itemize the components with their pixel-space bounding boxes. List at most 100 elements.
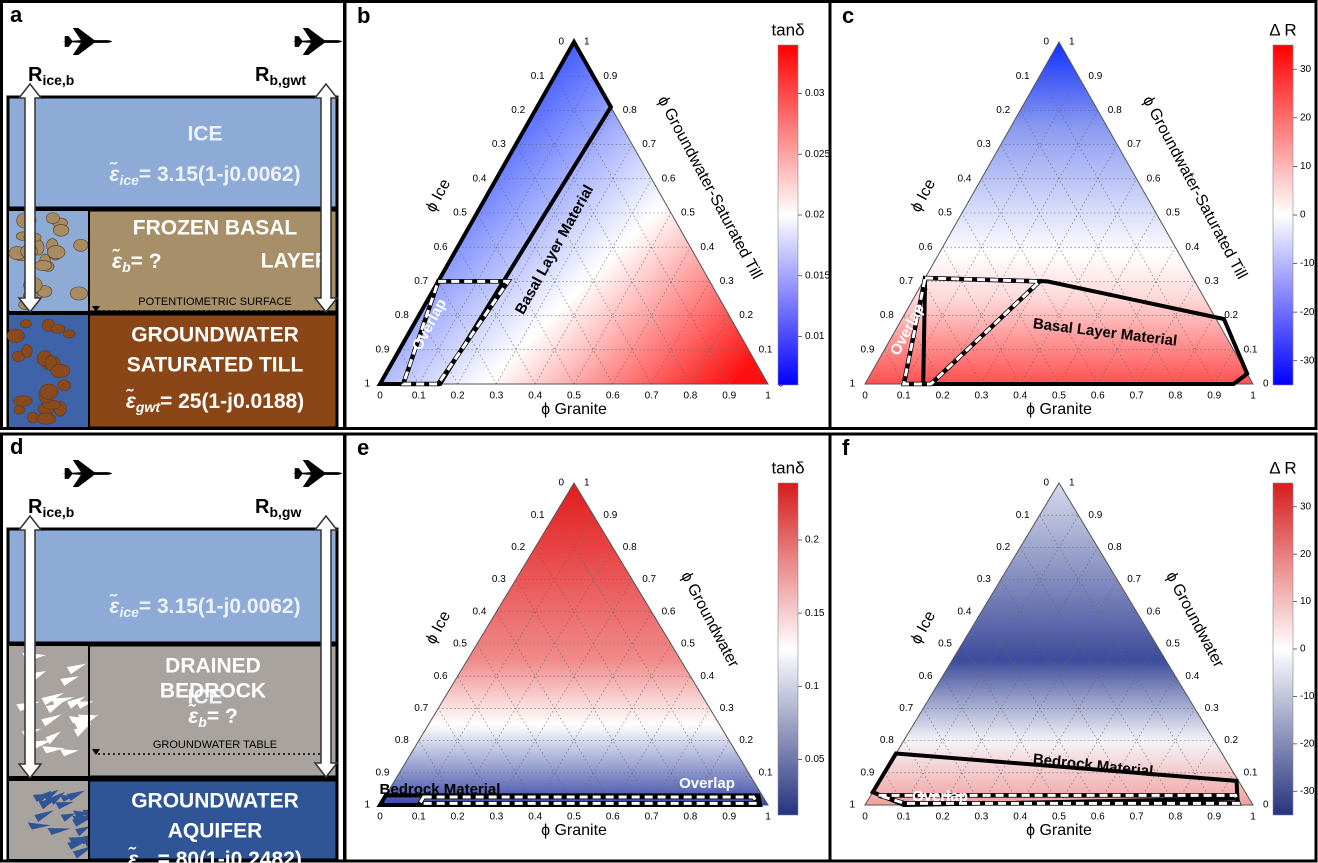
grid-line [651, 708, 711, 806]
ternary-panel: b0000.10.10.10.20.20.20.30.30.30.40.40.4… [357, 3, 830, 418]
water-marker [92, 306, 100, 312]
left-tick-label: 0.5 [453, 208, 467, 219]
right-tick-label: 0.8 [623, 105, 637, 116]
colorbar-tick-label: 0.1 [805, 681, 819, 692]
left-tick-label: 0.7 [414, 703, 428, 714]
panel-letter: d [10, 434, 23, 459]
right-tick-label: 0.1 [1244, 344, 1258, 355]
permittivity: ε̃b= ? [188, 704, 238, 730]
r-sub: b,gwt [269, 72, 306, 88]
fracture [66, 790, 86, 801]
fracture [66, 663, 87, 675]
right-tick-label: 0.1 [759, 344, 773, 355]
grid-line [476, 643, 575, 806]
bottom-tick-label: 0.6 [1091, 812, 1105, 823]
layer-title: AQUIFER [168, 820, 263, 843]
grain [47, 245, 66, 260]
double-arrow [313, 82, 339, 314]
value: = 3.15(1-j0.0062) [139, 163, 301, 186]
bottom-tick-label: 1 [1250, 391, 1256, 402]
grid-line [728, 349, 749, 385]
reflection-label: Rice,b [28, 64, 74, 87]
right-tick-label: 0.4 [700, 242, 714, 253]
layer-title: DRAINED [165, 655, 261, 678]
subscript: b [198, 714, 207, 730]
grid-line [496, 178, 614, 385]
axis-title-bottom: ϕ Granite [1026, 822, 1092, 839]
bottom-tick-label: 0.9 [722, 812, 736, 823]
bottom-tick-label: 1 [1250, 812, 1256, 823]
fracture [72, 810, 93, 818]
bottom-tick-label: 0.9 [1207, 391, 1221, 402]
left-tick-label: 0 [558, 37, 564, 48]
colorbar-tick-label: -20 [1300, 307, 1315, 318]
layer-title: BEDROCK [160, 680, 266, 703]
colorbar [777, 44, 799, 386]
grid-line [1039, 76, 1215, 385]
panel-letter: c [842, 3, 854, 28]
ice-layer [6, 527, 339, 645]
right-tick-label: 0.7 [1127, 139, 1141, 150]
left-tick-label: 0.8 [880, 735, 894, 746]
panel-letter: a [10, 2, 23, 27]
colorbar-tick-label: 0.02 [805, 210, 825, 221]
colorbar-title: Δ R [1269, 20, 1296, 39]
bottom-tick-label: 0.9 [722, 391, 736, 402]
grid-line [573, 643, 672, 806]
right-tick-label: 0.9 [603, 510, 617, 521]
left-tick-label: 1 [849, 800, 855, 811]
grain [13, 405, 26, 415]
right-tick-label: 0.5 [681, 639, 695, 650]
left-tick-label: 0.9 [860, 767, 874, 778]
grid-line [496, 144, 633, 385]
grid-line [1175, 315, 1215, 385]
fracture [60, 676, 79, 686]
fracture [41, 692, 65, 706]
bottom-tick-label: 0.1 [897, 812, 911, 823]
reflection-label: Rb,gw [255, 496, 301, 519]
grid-line [1097, 676, 1176, 806]
right-tick-label: 0 [1263, 379, 1269, 390]
fracture [73, 722, 92, 737]
left-tick-label: 0.8 [880, 310, 894, 321]
colorbar-tick-label: -10 [1300, 691, 1315, 702]
grid-line [1019, 611, 1137, 806]
grain [57, 379, 71, 391]
fracture [67, 696, 86, 709]
right-tick-label: 0.5 [1166, 208, 1180, 219]
bottom-tick-label: 0.3 [974, 391, 988, 402]
grid-line [457, 676, 536, 806]
bottom-tick-label: 0.1 [897, 391, 911, 402]
right-tick-label: 0.2 [739, 735, 753, 746]
left-tick-label: 0.1 [531, 510, 545, 521]
bottom-tick-label: 0.1 [412, 812, 426, 823]
symbol: ε̃ [109, 162, 120, 186]
axis-title-left: ϕ Ice [908, 608, 939, 647]
grid-line [496, 611, 614, 806]
grid-line [1058, 212, 1157, 385]
right-tick-label: 0.3 [1205, 703, 1219, 714]
colorbar-tick-label: 10 [1300, 596, 1312, 607]
left-tick-label: 0.2 [511, 105, 525, 116]
symbol: ε̃ [109, 594, 120, 618]
bottom-tick-label: 0 [862, 812, 868, 823]
bottom-tick-label: 0 [862, 391, 868, 402]
water-marker [92, 749, 100, 755]
value: = ? [207, 705, 238, 728]
ternary-panel: c 0 0 0 0.1 0.1 0.1 0.2 0.2 0.2 0.3 0.3 0.3 0.4 0.4 0.4… [842, 3, 1315, 418]
r-sub: ice,b [42, 72, 74, 88]
fracture [41, 714, 62, 727]
grid-line [1000, 144, 1137, 385]
right-tick-label: 0.7 [642, 139, 656, 150]
grid-line [690, 315, 730, 385]
grid-line [961, 212, 1060, 385]
fracture [34, 810, 54, 823]
colorbar-tick-label: 0.15 [805, 608, 825, 619]
left-tick-label: 0.7 [899, 276, 913, 287]
colorbar-tick-label: 30 [1300, 501, 1312, 512]
grain [73, 238, 89, 252]
subscript: ice [119, 172, 139, 188]
left-tick-label: 0 [1043, 478, 1049, 489]
